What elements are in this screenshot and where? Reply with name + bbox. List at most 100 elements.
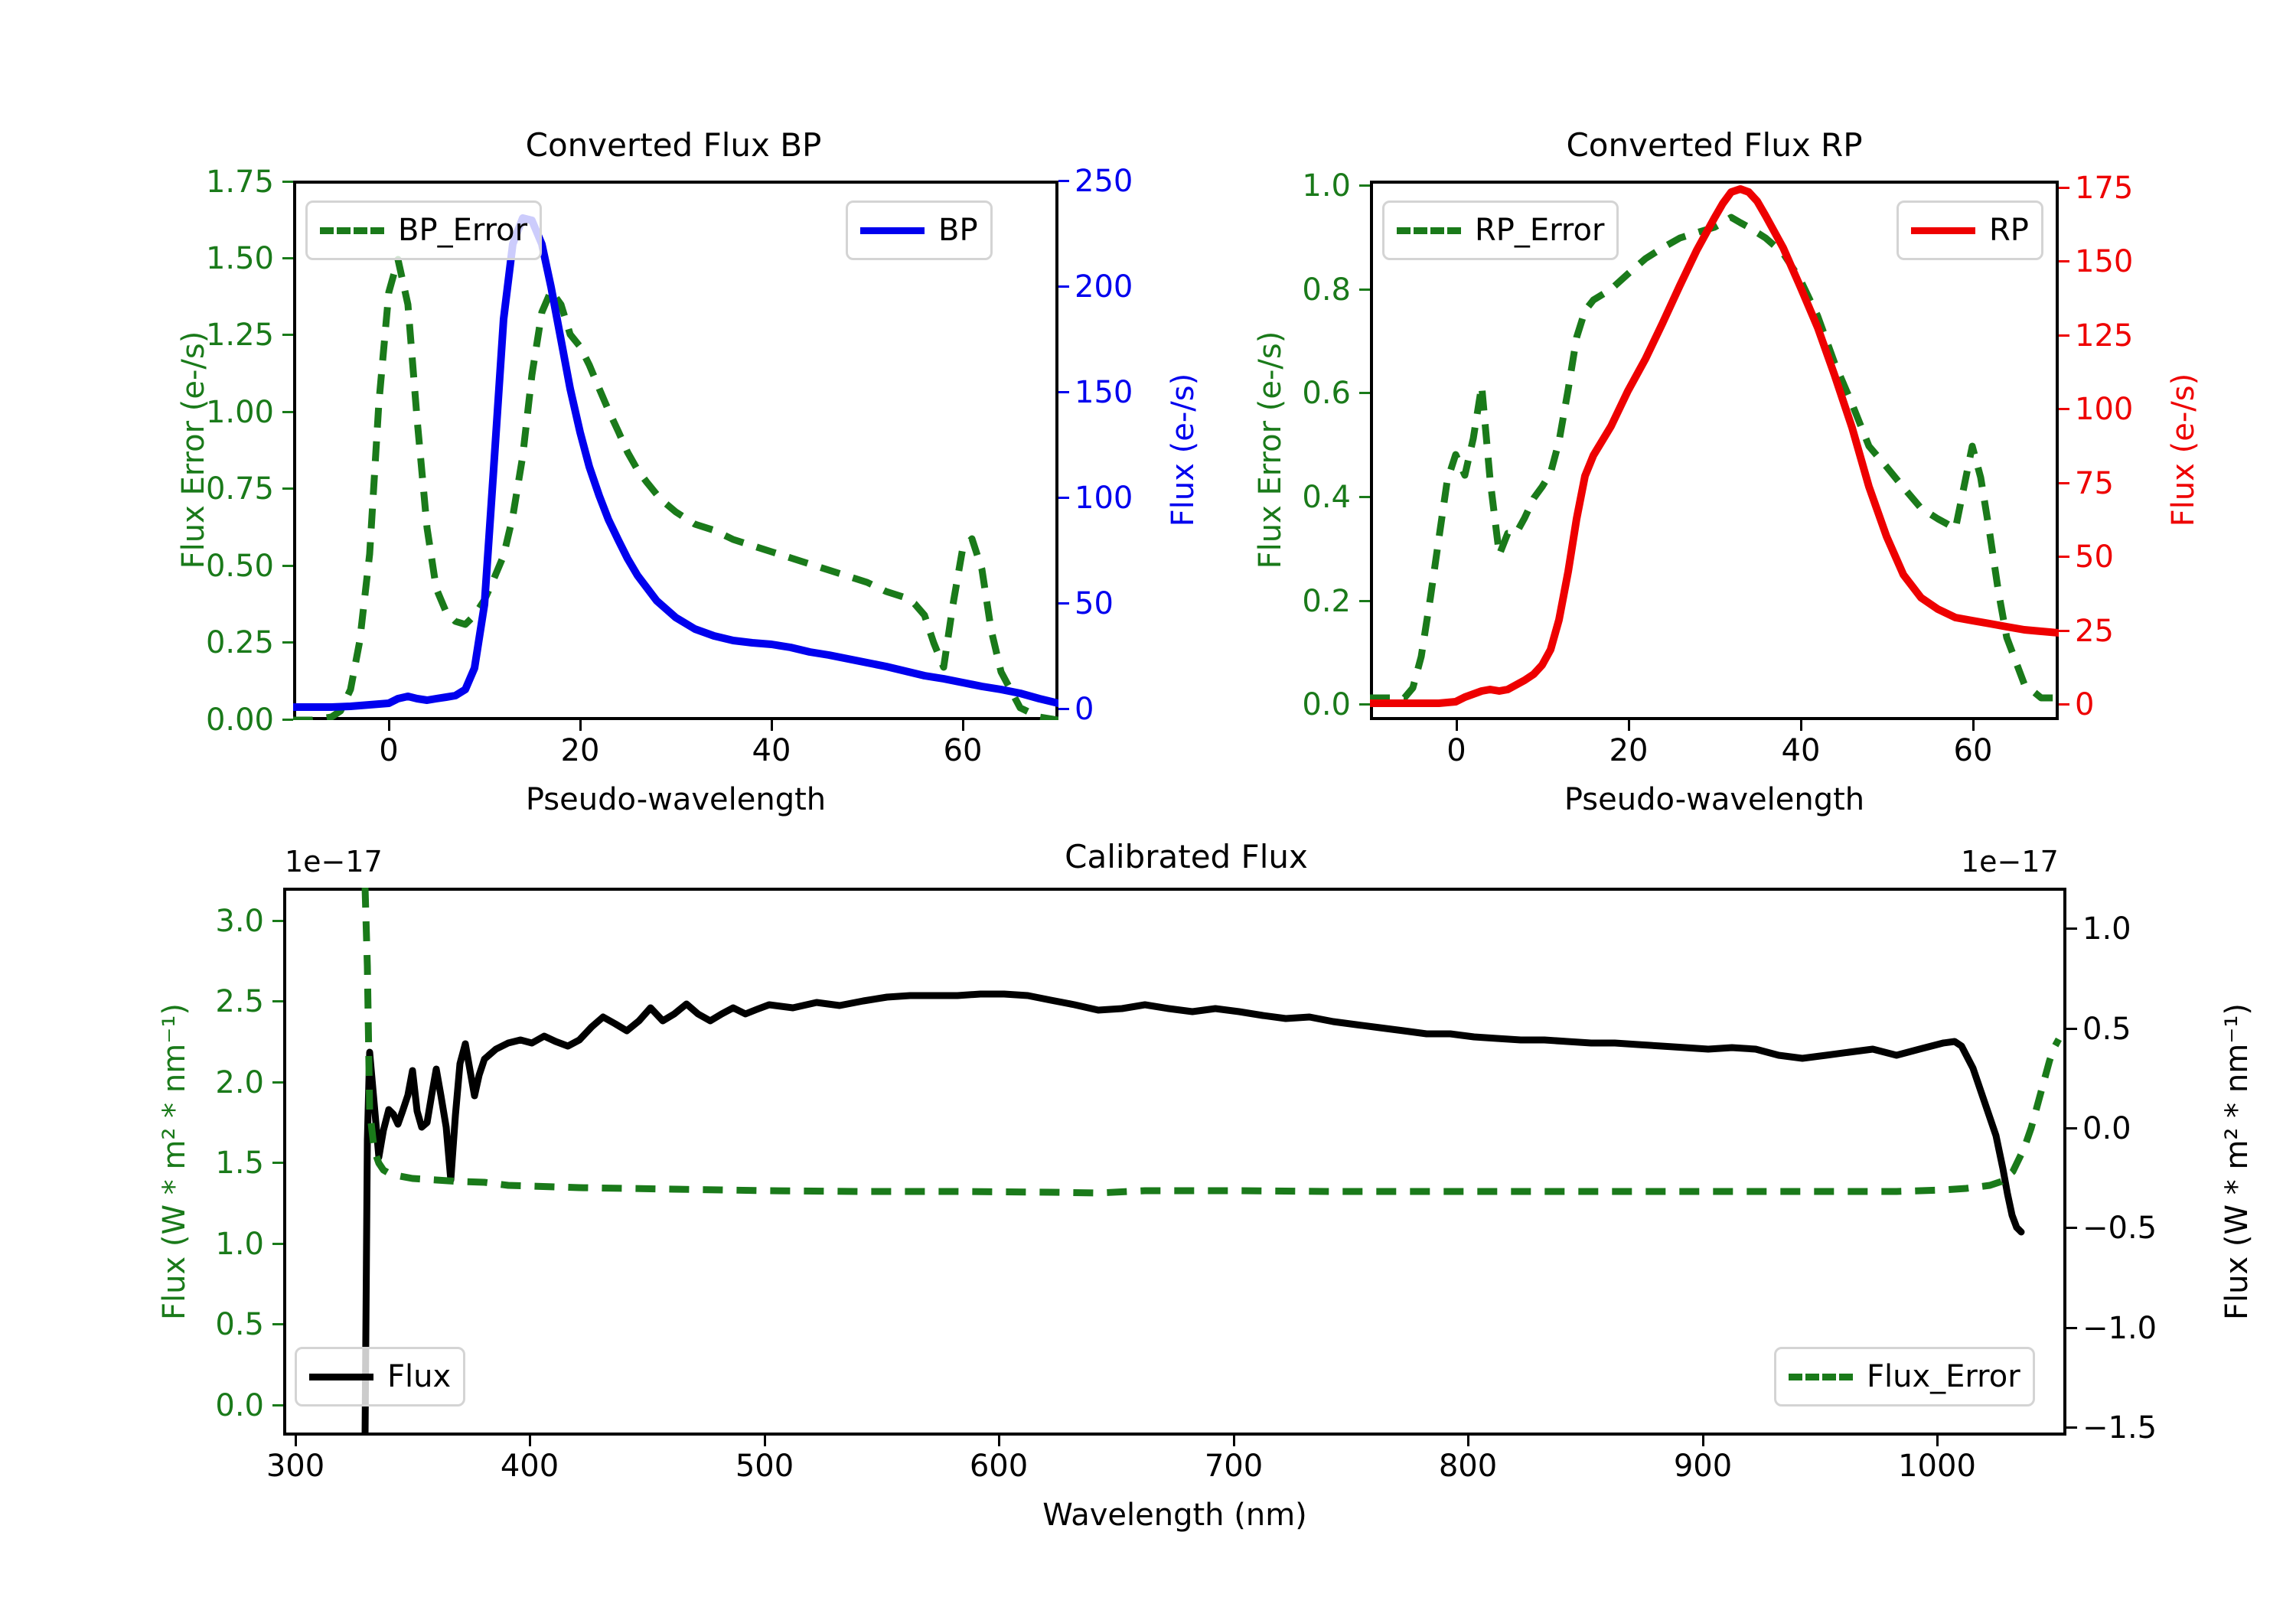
calibrated-flux-curve [361, 990, 2025, 1436]
calibrated-yticklabel-right-4: 0.5 [2082, 1012, 2131, 1047]
calibrated-yaxis-right-label: Flux (W * m² * nm⁻¹) [2219, 1003, 2255, 1320]
rp-yticklabel-left-0: 0.0 [1302, 687, 1351, 722]
calibrated-ytick-right-4 [2066, 1028, 2077, 1030]
calibrated-right-exponent: 1e−17 [1961, 845, 2059, 878]
rp-yticklabel-right-5: 125 [2075, 318, 2134, 354]
calibrated-yticklabel-right-5: 1.0 [2082, 911, 2131, 947]
rp-yticklabel-left-4: 0.8 [1302, 272, 1351, 308]
bp-xtick-0 [388, 720, 390, 731]
bp-error-legend[interactable]: BP_Error [305, 200, 543, 260]
rp-panel-title: Converted Flux RP [1566, 126, 1863, 164]
rp-ytick-left-4 [1359, 288, 1370, 291]
calibrated-xtick-2 [764, 1436, 766, 1446]
calibrated-ytick-left-6 [272, 920, 283, 922]
bp-legend-label: BP [938, 213, 978, 248]
rp-xticklabel-1: 20 [1609, 733, 1649, 768]
calibrated-xaxis-label: Wavelength (nm) [1042, 1498, 1307, 1533]
rp-error-legend-swatch [1397, 227, 1461, 234]
rp-error-legend-label: RP_Error [1475, 213, 1605, 248]
rp-xticklabel-3: 60 [1953, 733, 1993, 768]
calibrated-yticklabel-left-4: 2.0 [215, 1065, 264, 1100]
calibrated-xtick-5 [1467, 1436, 1469, 1446]
bp-panel-title: Converted Flux BP [525, 126, 822, 164]
calibrated-xtick-4 [1233, 1436, 1235, 1446]
bp-xticklabel-2: 40 [752, 733, 791, 768]
calibrated-xticklabel-2: 500 [735, 1449, 794, 1484]
rp-error-curve [1370, 214, 2059, 702]
rp-ytick-left-0 [1359, 703, 1370, 706]
calibrated-ytick-left-5 [272, 1000, 283, 1002]
rp-yticklabel-left-3: 0.6 [1302, 376, 1351, 411]
calibrated-yticklabel-left-6: 3.0 [215, 904, 264, 939]
rp-yaxis-left-label: Flux Error (e-/s) [1253, 331, 1288, 569]
calibrated-xtick-6 [1702, 1436, 1704, 1446]
bp-ytick-right-1 [1058, 602, 1069, 605]
bp-yticklabel-right-5: 250 [1075, 164, 1133, 199]
rp-flux-curve [1370, 185, 2059, 707]
calibrated-ytick-left-1 [272, 1323, 283, 1325]
calibrated-yticklabel-left-0: 0.0 [215, 1388, 264, 1423]
bp-yaxis-left-label: Flux Error (e-/s) [176, 331, 211, 569]
bp-error-curve [293, 256, 1058, 720]
rp-ytick-right-7 [2059, 187, 2069, 189]
bp-yticklabel-left-3: 0.75 [205, 471, 274, 507]
bp-yticklabel-right-0: 0 [1075, 692, 1094, 727]
calibrated-left-exponent: 1e−17 [285, 845, 383, 878]
calibrated-xticklabel-5: 800 [1438, 1449, 1498, 1484]
rp-yticklabel-right-1: 25 [2075, 614, 2114, 649]
bp-yticklabel-left-6: 1.50 [205, 241, 274, 276]
rp-yticklabel-right-0: 0 [2075, 687, 2095, 722]
bp-legend-swatch [860, 227, 925, 234]
rp-ytick-left-3 [1359, 392, 1370, 394]
rp-yticklabel-right-2: 50 [2075, 539, 2114, 575]
bp-legend[interactable]: BP [846, 200, 993, 260]
calibrated-xtick-3 [998, 1436, 1000, 1446]
bp-xtick-3 [962, 720, 964, 731]
calibrated-yticklabel-right-1: −1.0 [2082, 1311, 2157, 1346]
rp-ytick-left-1 [1359, 600, 1370, 602]
calibrated-flux-legend[interactable]: Flux [295, 1347, 466, 1407]
calibrated-flux-legend-swatch [309, 1373, 373, 1380]
bp-yticklabel-left-0: 0.00 [205, 702, 274, 738]
rp-ytick-right-6 [2059, 260, 2069, 262]
bp-xticklabel-3: 60 [943, 733, 983, 768]
bp-xtick-2 [771, 720, 773, 731]
bp-xtick-1 [579, 720, 582, 731]
calibrated-flux-error-legend-label: Flux_Error [1867, 1359, 2020, 1394]
calibrated-xtick-0 [295, 1436, 297, 1446]
calibrated-yticklabel-right-0: −1.5 [2082, 1410, 2157, 1446]
rp-legend[interactable]: RP [1896, 200, 2043, 260]
bp-yticklabel-right-1: 50 [1075, 586, 1114, 621]
bp-error-legend-label: BP_Error [398, 213, 528, 248]
bp-ytick-right-5 [1058, 180, 1069, 182]
calibrated-xtick-1 [529, 1436, 531, 1446]
calibrated-ytick-right-5 [2066, 927, 2077, 930]
bp-ytick-left-7 [282, 181, 293, 183]
calibrated-xticklabel-6: 900 [1673, 1449, 1733, 1484]
bp-xticklabel-0: 0 [379, 733, 399, 768]
calibrated-yticklabel-right-3: 0.0 [2082, 1111, 2131, 1146]
calibrated-yticklabel-left-2: 1.0 [215, 1227, 264, 1262]
bp-yticklabel-right-2: 100 [1075, 481, 1133, 516]
bp-yaxis-right-label: Flux (e-/s) [1166, 373, 1201, 527]
rp-xaxis-label: Pseudo-wavelength [1564, 782, 1865, 817]
bp-error-legend-swatch [320, 227, 384, 234]
calibrated-flux-error-legend[interactable]: Flux_Error [1774, 1347, 2035, 1407]
calibrated-yticklabel-left-3: 1.5 [215, 1146, 264, 1181]
bp-axes-frame [293, 181, 1058, 720]
bp-xaxis-label: Pseudo-wavelength [525, 782, 827, 817]
bp-xticklabel-1: 20 [560, 733, 600, 768]
rp-xticklabel-0: 0 [1446, 733, 1466, 768]
bp-yticklabel-left-5: 1.25 [205, 318, 274, 353]
bp-plot-area [293, 214, 1058, 720]
bp-ytick-left-6 [282, 257, 293, 259]
calibrated-axes-frame [283, 888, 2066, 1436]
bp-ytick-right-4 [1058, 285, 1069, 288]
rp-yaxis-right-label: Flux (e-/s) [2166, 373, 2201, 527]
calibrated-plot-area [361, 888, 2062, 1436]
calibrated-xticklabel-7: 1000 [1898, 1449, 1976, 1484]
rp-error-legend[interactable]: RP_Error [1382, 200, 1619, 260]
rp-ytick-left-2 [1359, 496, 1370, 498]
rp-xtick-1 [1628, 720, 1630, 731]
